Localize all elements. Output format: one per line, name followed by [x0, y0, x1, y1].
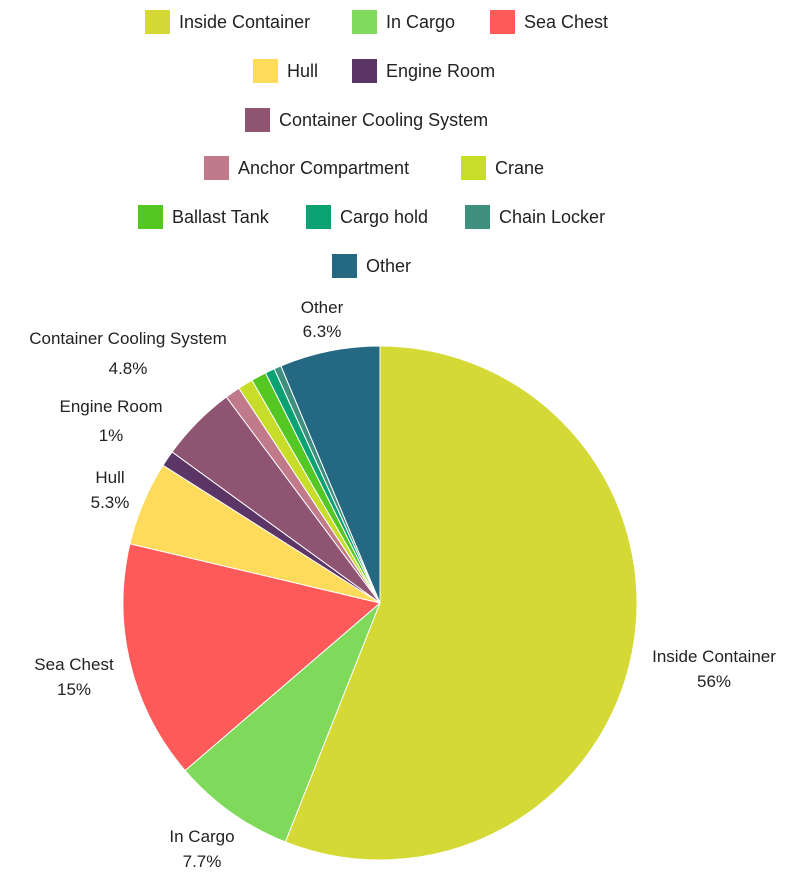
- legend-label: Inside Container: [179, 12, 310, 32]
- legend-swatch: [245, 108, 270, 132]
- slice-label-name: Engine Room: [59, 397, 162, 416]
- slice-label-name: Sea Chest: [34, 655, 114, 674]
- slice-label-name: Hull: [95, 468, 124, 487]
- legend-label: Container Cooling System: [279, 110, 488, 130]
- pie-slice-inside-container[interactable]: [284, 345, 638, 861]
- legend-label: In Cargo: [386, 12, 455, 32]
- legend-item-other[interactable]: Other: [332, 254, 411, 278]
- legend-label: Hull: [287, 61, 318, 81]
- legend-item-chain-locker[interactable]: Chain Locker: [465, 205, 605, 229]
- legend-swatch: [465, 205, 490, 229]
- slice-label-value: 4.8%: [109, 359, 148, 378]
- legend-item-engine-room[interactable]: Engine Room: [352, 59, 495, 83]
- slice-label-other: Other 6.3%: [301, 298, 344, 341]
- pie-slice-in-cargo[interactable]: [184, 602, 381, 843]
- legend-item-in-cargo[interactable]: In Cargo: [352, 10, 455, 34]
- slice-label-value: 6.3%: [303, 322, 342, 341]
- slice-label-name: Container Cooling System: [29, 329, 226, 348]
- legend-item-sea-chest[interactable]: Sea Chest: [490, 10, 608, 34]
- legend-swatch: [138, 205, 163, 229]
- slice-label-sea-chest: Sea Chest 15%: [34, 655, 114, 699]
- legend-label: Anchor Compartment: [238, 158, 409, 178]
- slice-labels: Inside Container 56% In Cargo 7.7% Sea Chest…: [29, 298, 776, 871]
- pie-slice-sea-chest[interactable]: [122, 543, 382, 772]
- slice-label-engine-room: Engine Room 1%: [59, 397, 162, 445]
- legend-swatch: [352, 10, 377, 34]
- legend-item-cargo-hold[interactable]: Cargo hold: [306, 205, 428, 229]
- legend-swatch: [352, 59, 377, 83]
- legend-item-ballast-tank[interactable]: Ballast Tank: [138, 205, 270, 229]
- legend-label: Cargo hold: [340, 207, 428, 227]
- slice-label-name: In Cargo: [169, 827, 234, 846]
- slice-label-in-cargo: In Cargo 7.7%: [169, 827, 234, 871]
- slice-label-value: 5.3%: [91, 493, 130, 512]
- slice-label-container-cooling-system: Container Cooling System 4.8%: [29, 329, 226, 378]
- legend-item-crane[interactable]: Crane: [461, 156, 544, 180]
- legend-label: Sea Chest: [524, 12, 608, 32]
- legend-swatch: [461, 156, 486, 180]
- slice-label-hull: Hull 5.3%: [91, 468, 130, 512]
- slice-label-inside-container: Inside Container 56%: [652, 647, 776, 691]
- chart-legend: Inside Container In Cargo Sea Chest Hull Eng…: [138, 10, 608, 278]
- legend-swatch: [490, 10, 515, 34]
- legend-swatch: [332, 254, 357, 278]
- slice-label-value: 15%: [57, 680, 91, 699]
- slice-label-name: Inside Container: [652, 647, 776, 666]
- legend-label: Ballast Tank: [172, 207, 270, 227]
- legend-item-container-cooling-system[interactable]: Container Cooling System: [245, 108, 488, 132]
- legend-swatch: [204, 156, 229, 180]
- legend-item-anchor-compartment[interactable]: Anchor Compartment: [204, 156, 409, 180]
- legend-label: Engine Room: [386, 61, 495, 81]
- legend-swatch: [306, 205, 331, 229]
- legend-swatch: [253, 59, 278, 83]
- pie-slices: [122, 345, 638, 861]
- legend-label: Crane: [495, 158, 544, 178]
- legend-item-hull[interactable]: Hull: [253, 59, 318, 83]
- legend-label: Chain Locker: [499, 207, 605, 227]
- slice-label-value: 1%: [99, 426, 124, 445]
- slice-label-name: Other: [301, 298, 344, 317]
- legend-label: Other: [366, 256, 411, 276]
- pie-slice-other[interactable]: [280, 345, 381, 604]
- slice-label-value: 7.7%: [183, 852, 222, 871]
- slice-label-value: 56%: [697, 672, 731, 691]
- legend-swatch: [145, 10, 170, 34]
- legend-item-inside-container[interactable]: Inside Container: [145, 10, 310, 34]
